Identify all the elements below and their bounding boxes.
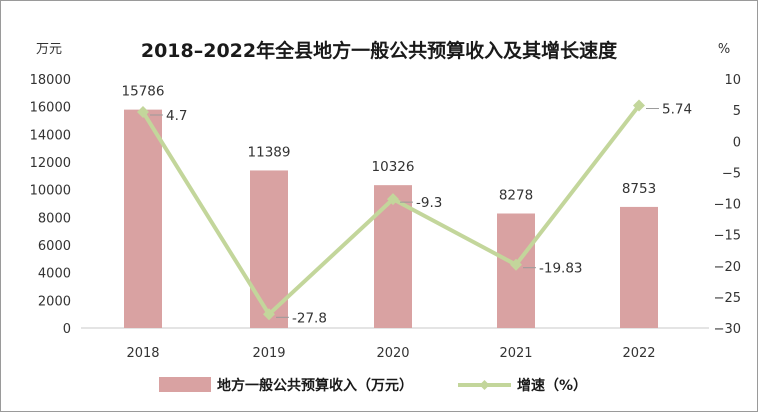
left-tick-label: 14000 xyxy=(30,128,71,143)
right-tick-label: −30 xyxy=(714,322,741,337)
left-tick-label: 12000 xyxy=(30,156,71,171)
right-tick-label: −15 xyxy=(714,229,741,244)
bar xyxy=(124,109,162,328)
left-tick-label: 0 xyxy=(63,322,71,337)
bar-value-label: 11389 xyxy=(248,144,291,160)
left-tick-label: 4000 xyxy=(38,267,71,282)
left-tick-label: 18000 xyxy=(30,73,71,88)
left-tick-label: 8000 xyxy=(38,211,71,226)
right-tick-label: 10 xyxy=(724,73,741,88)
x-tick-label: 2019 xyxy=(252,346,285,361)
legend-swatch-growth-marker xyxy=(479,380,490,390)
legend-swatch-revenue xyxy=(159,377,211,392)
bar-value-label: 15786 xyxy=(122,84,165,100)
growth-value-label: -27.8 xyxy=(292,310,327,326)
bar-value-label: 10326 xyxy=(372,159,415,175)
growth-value-label: -9.3 xyxy=(416,195,442,211)
legend: 地方一般公共预算收入（万元） 增速（%） xyxy=(159,377,587,394)
growth-point xyxy=(633,99,645,112)
legend-label-growth: 增速（%） xyxy=(517,377,587,394)
legend-label-revenue: 地方一般公共预算收入（万元） xyxy=(217,377,413,394)
growth-point xyxy=(387,193,399,206)
left-tick-label: 10000 xyxy=(30,184,71,199)
bar-value-label: 8753 xyxy=(622,181,656,197)
growth-value-label: 4.7 xyxy=(166,108,187,124)
right-tick-label: −25 xyxy=(714,291,741,306)
bar xyxy=(620,206,658,328)
right-tick-label: −10 xyxy=(714,198,741,213)
left-tick-label: 6000 xyxy=(38,239,71,254)
bar xyxy=(497,213,535,328)
growth-point xyxy=(263,308,275,321)
right-axis-unit: % xyxy=(718,42,730,57)
x-tick-label: 2020 xyxy=(376,346,409,361)
growth-point xyxy=(137,105,149,118)
right-tick-label: −5 xyxy=(722,166,741,181)
bar-value-label: 8278 xyxy=(499,187,533,203)
left-tick-label: 16000 xyxy=(30,101,71,116)
right-tick-label: 0 xyxy=(733,135,741,150)
x-tick-label: 2021 xyxy=(499,346,532,361)
left-tick-label: 2000 xyxy=(38,294,71,309)
left-axis-unit: 万元 xyxy=(36,42,62,57)
x-tick-label: 2018 xyxy=(126,346,159,361)
right-tick-label: 5 xyxy=(733,104,741,119)
growth-value-label: 5.74 xyxy=(662,102,692,118)
chart-title: 2018–2022年全县地方一般公共预算收入及其增长速度 xyxy=(141,39,618,62)
growth-point xyxy=(510,258,522,271)
growth-value-label: -19.83 xyxy=(539,261,583,277)
right-tick-label: −20 xyxy=(714,260,741,275)
x-tick-label: 2022 xyxy=(622,346,655,361)
